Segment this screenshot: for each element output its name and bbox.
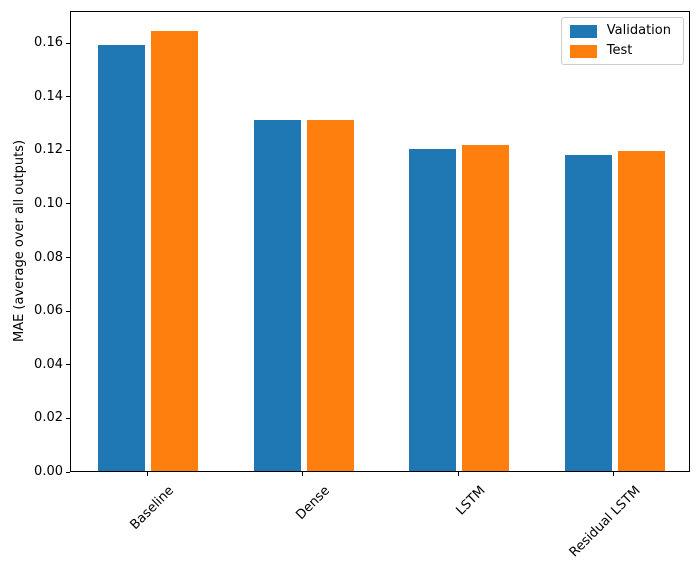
y-tick-label: 0.08 <box>34 249 63 265</box>
legend-label-validation: Validation <box>606 23 671 38</box>
bar-validation-lstm <box>409 149 457 471</box>
legend-item-validation: Validation <box>569 23 675 38</box>
bar-test-residual-lstm <box>617 150 665 471</box>
plot-area: Validation Test <box>70 11 690 472</box>
x-tick-label-lstm: LSTM <box>453 483 489 519</box>
y-tick-mark <box>66 96 70 98</box>
bar-test-lstm <box>462 145 510 471</box>
bar-validation-residual-lstm <box>564 154 612 471</box>
bar-validation-dense <box>253 119 301 471</box>
y-tick-mark <box>66 471 70 473</box>
bar-test-baseline <box>151 31 198 471</box>
y-tick-mark <box>66 417 70 419</box>
y-tick-mark <box>66 149 70 151</box>
x-tick-mark <box>302 472 304 476</box>
x-tick-label-dense: Dense <box>292 483 333 523</box>
legend: Validation Test <box>560 17 684 65</box>
y-tick-mark <box>66 364 70 366</box>
x-tick-mark <box>613 472 615 476</box>
validation-color-swatch <box>569 24 597 38</box>
y-tick-label: 0.10 <box>34 195 63 211</box>
x-tick-mark <box>146 472 148 476</box>
y-tick-label: 0.12 <box>34 142 63 158</box>
legend-item-test: Test <box>569 43 675 58</box>
bar-test-dense <box>306 119 354 471</box>
y-tick-mark <box>66 203 70 205</box>
x-tick-label-residual-lstm: Residual LSTM <box>567 483 644 561</box>
x-tick-mark <box>457 472 459 476</box>
y-tick-label: 0.14 <box>34 88 63 104</box>
y-tick-label: 0.16 <box>34 35 63 51</box>
y-tick-label: 0.02 <box>34 410 63 426</box>
y-tick-label: 0.00 <box>34 464 63 479</box>
test-color-swatch <box>569 44 597 58</box>
bar-validation-baseline <box>98 44 145 471</box>
y-tick-label: 0.04 <box>34 356 63 372</box>
legend-label-test: Test <box>606 43 633 58</box>
y-tick-label: 0.06 <box>34 303 63 319</box>
x-tick-label-baseline: Baseline <box>127 483 177 533</box>
y-tick-mark <box>66 42 70 44</box>
y-tick-mark <box>66 257 70 259</box>
y-tick-mark <box>66 310 70 312</box>
